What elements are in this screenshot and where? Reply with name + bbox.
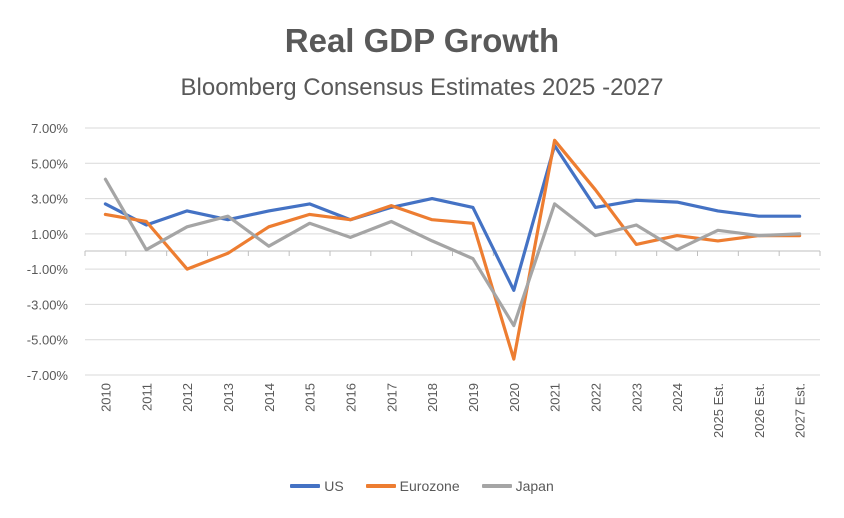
y-tick-label: 3.00% bbox=[31, 192, 68, 207]
y-tick-label: 5.00% bbox=[31, 156, 68, 171]
legend-item: US bbox=[290, 478, 344, 494]
x-tick-label: 2025 Est. bbox=[711, 383, 726, 438]
y-tick-label: -7.00% bbox=[27, 368, 69, 383]
series-line-us bbox=[103, 144, 802, 292]
y-tick-label: -1.00% bbox=[27, 262, 69, 277]
x-tick-label: 2024 bbox=[670, 383, 685, 412]
x-tick-label: 2026 Est. bbox=[752, 383, 767, 438]
y-tick-label: -5.00% bbox=[27, 333, 69, 348]
x-tick-label: 2017 bbox=[384, 383, 399, 412]
grid-lines bbox=[84, 127, 821, 376]
x-tick-label: 2019 bbox=[466, 383, 481, 412]
x-tick-label: 2012 bbox=[180, 383, 195, 412]
y-tick-label: 1.00% bbox=[31, 227, 68, 242]
legend-swatch bbox=[365, 484, 396, 488]
legend-item: Eurozone bbox=[365, 478, 460, 494]
legend: US Eurozone Japan bbox=[0, 478, 844, 494]
x-tick-label: 2013 bbox=[221, 383, 236, 412]
chart-title: Real GDP Growth bbox=[284, 22, 560, 59]
x-tick-label: 2016 bbox=[343, 383, 358, 412]
x-tick-label: 2027 Est. bbox=[793, 383, 808, 438]
x-axis-tick-labels: 2010 2011 2012 2013 2014 2015 2016 2017 2018 2019… bbox=[98, 383, 807, 438]
x-tick-label: 2011 bbox=[139, 383, 154, 411]
line-chart: 7.00% 5.00% 3.00% 1.00% -1.00% -3.00% -5.00% -7… bbox=[27, 121, 821, 438]
y-tick-label: 7.00% bbox=[31, 121, 68, 136]
legend-swatch bbox=[481, 484, 512, 488]
legend-label: Eurozone bbox=[399, 478, 460, 494]
series-line-eurozone bbox=[103, 138, 802, 361]
x-tick-label: 2018 bbox=[425, 383, 440, 412]
x-tick-label: 2023 bbox=[629, 383, 644, 412]
legend-item: Japan bbox=[481, 478, 554, 494]
y-axis-tick-labels: 7.00% 5.00% 3.00% 1.00% -1.00% -3.00% -5.00% -7… bbox=[27, 121, 69, 383]
series-line-japan bbox=[103, 177, 802, 328]
y-tick-label: -3.00% bbox=[27, 297, 69, 312]
x-tick-label: 2010 bbox=[98, 383, 113, 412]
x-tick-label: 2014 bbox=[262, 383, 277, 412]
x-tick-label: 2022 bbox=[588, 383, 603, 412]
legend-label: US bbox=[324, 478, 344, 494]
legend-swatch bbox=[290, 484, 321, 488]
x-tick-label: 2020 bbox=[507, 383, 522, 412]
x-tick-label: 2015 bbox=[303, 383, 318, 412]
legend-label: Japan bbox=[515, 478, 554, 494]
series-lines bbox=[103, 138, 802, 361]
x-tick-label: 2021 bbox=[548, 383, 563, 412]
chart-subtitle: Bloomberg Consensus Estimates 2025 -2027 bbox=[180, 74, 664, 101]
